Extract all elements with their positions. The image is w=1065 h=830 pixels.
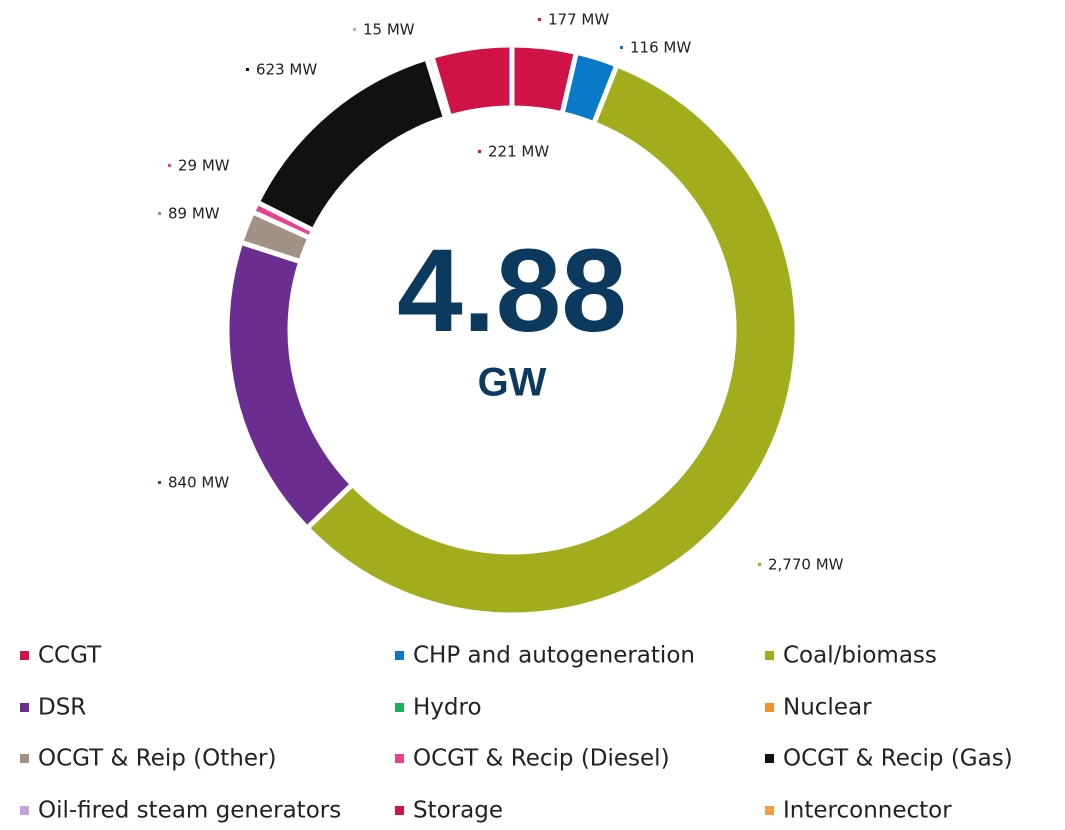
legend-swatch	[765, 754, 774, 763]
data-label: 29 MW	[178, 157, 230, 175]
legend-label: OCGT & Reip (Other)	[38, 746, 276, 772]
label-marker	[168, 164, 171, 167]
legend-swatch	[395, 651, 404, 660]
legend-swatch	[765, 651, 774, 660]
legend-label: Nuclear	[783, 695, 872, 721]
legend-swatch	[395, 754, 404, 763]
legend-label: CCGT	[38, 643, 102, 669]
label-marker	[478, 150, 481, 153]
legend-label: Oil-fired steam generators	[38, 798, 341, 824]
legend-swatch	[395, 703, 404, 712]
label-marker	[158, 481, 161, 484]
label-marker	[158, 212, 161, 215]
label-marker	[353, 28, 356, 31]
label-marker	[620, 46, 623, 49]
legend-swatch	[20, 651, 29, 660]
legend-swatch	[765, 703, 774, 712]
data-label: 15 MW	[363, 21, 415, 39]
data-label: 623 MW	[256, 61, 317, 79]
label-marker	[758, 563, 761, 566]
legend-swatch	[395, 806, 404, 815]
legend-label: Interconnector	[783, 798, 952, 824]
legend-label: OCGT & Recip (Diesel)	[413, 746, 670, 772]
data-label: 177 MW	[548, 11, 609, 29]
legend-swatch	[20, 754, 29, 763]
legend-label: Coal/biomass	[783, 643, 937, 669]
data-label: 221 MW	[488, 143, 549, 161]
data-label: 116 MW	[630, 39, 691, 57]
label-marker	[246, 68, 249, 71]
legend-label: CHP and autogeneration	[413, 643, 695, 669]
donut-segment	[428, 42, 515, 121]
legend-label: DSR	[38, 695, 86, 721]
donut-segment	[253, 54, 449, 234]
center-value: 4.88	[397, 225, 627, 357]
data-label: 2,770 MW	[768, 556, 844, 574]
data-label: 89 MW	[168, 205, 220, 223]
legend-label: Hydro	[413, 695, 482, 721]
legend-swatch	[20, 806, 29, 815]
legend-label: OCGT & Recip (Gas)	[783, 746, 1013, 772]
donut-segment	[224, 239, 356, 532]
legend-label: Storage	[413, 798, 503, 824]
label-marker	[538, 18, 541, 21]
data-label: 840 MW	[168, 474, 229, 492]
legend-swatch	[765, 806, 774, 815]
center-unit: GW	[478, 361, 547, 405]
donut-segment	[303, 61, 800, 618]
legend-swatch	[20, 703, 29, 712]
